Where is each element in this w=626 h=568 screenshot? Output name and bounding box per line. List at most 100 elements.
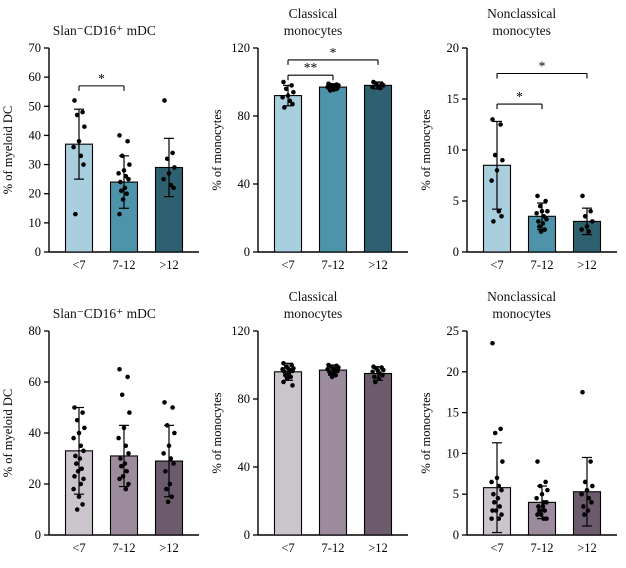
y-axis-label: % of monocytes xyxy=(210,109,224,190)
data-point xyxy=(167,171,172,176)
significance-label: * xyxy=(98,71,105,86)
data-point xyxy=(536,224,542,229)
data-point xyxy=(542,508,547,513)
data-point xyxy=(488,178,494,183)
data-point xyxy=(77,138,82,144)
data-point xyxy=(163,468,169,474)
data-point xyxy=(582,214,588,219)
data-point xyxy=(586,229,591,234)
data-point xyxy=(77,456,83,461)
y-tick-label: 10 xyxy=(446,446,459,460)
data-point xyxy=(71,435,77,441)
y-tick-label: 15 xyxy=(446,92,459,106)
data-point xyxy=(282,372,288,378)
bar xyxy=(363,84,393,253)
data-point xyxy=(581,512,587,517)
data-point xyxy=(286,371,292,376)
data-point xyxy=(335,368,340,374)
data-point xyxy=(380,372,385,378)
data-point xyxy=(489,508,495,513)
y-tick-label: 30 xyxy=(29,158,42,172)
data-point xyxy=(533,210,539,216)
data-point xyxy=(119,188,124,194)
chart-canvas: 0 10 20 30 40 50 60 70 % of myeloid DC <7 7-12 >12 * xyxy=(1,41,200,272)
data-point xyxy=(290,368,295,374)
data-point xyxy=(123,486,129,492)
y-tick-label: 50 xyxy=(29,99,42,113)
y-tick-label: 25 xyxy=(446,324,459,338)
data-point xyxy=(71,486,77,492)
data-point xyxy=(533,495,539,501)
y-tick-label: 0 xyxy=(35,245,41,259)
data-point xyxy=(329,374,335,380)
x-tick-label: <7 xyxy=(73,258,86,272)
y-axis-label: % of myeloid DC xyxy=(1,106,15,195)
data-point xyxy=(490,491,496,497)
y-tick-label: 0 xyxy=(244,528,250,542)
data-point xyxy=(117,211,123,217)
data-point xyxy=(497,122,503,127)
data-point xyxy=(166,499,171,505)
data-point xyxy=(161,451,167,456)
data-point xyxy=(499,157,505,163)
data-point xyxy=(117,476,123,482)
data-point xyxy=(117,366,123,372)
x-tick-label: <7 xyxy=(73,541,86,555)
significance-label: * xyxy=(538,59,545,74)
data-point xyxy=(333,372,338,378)
bar xyxy=(273,371,303,536)
data-point xyxy=(585,508,590,513)
data-point xyxy=(290,383,295,388)
data-point xyxy=(587,208,593,214)
y-tick-label: 15 xyxy=(446,406,459,420)
data-point xyxy=(77,494,82,500)
data-point xyxy=(82,425,88,431)
data-point xyxy=(496,483,501,489)
y-tick-label: 0 xyxy=(452,528,458,542)
data-point xyxy=(542,227,547,232)
y-tick-label: 120 xyxy=(231,324,250,338)
data-point xyxy=(494,168,499,173)
x-tick-label: 7-12 xyxy=(322,541,345,555)
data-point xyxy=(126,481,132,487)
data-point xyxy=(78,153,84,159)
data-point xyxy=(489,340,495,346)
data-point xyxy=(122,461,128,466)
data-point xyxy=(72,405,78,410)
data-point xyxy=(370,84,375,90)
data-point xyxy=(494,475,499,481)
x-tick-label: <7 xyxy=(490,541,503,555)
data-point xyxy=(125,374,131,380)
y-tick-label: 20 xyxy=(446,41,459,55)
data-point xyxy=(121,474,126,479)
data-point xyxy=(489,117,495,122)
data-point xyxy=(172,430,178,436)
data-point xyxy=(123,443,129,449)
data-point xyxy=(536,508,542,513)
data-point xyxy=(75,112,80,118)
y-tick-label: 80 xyxy=(237,109,250,123)
data-point xyxy=(331,87,337,92)
x-tick-label: >12 xyxy=(368,258,388,272)
data-point xyxy=(491,500,497,505)
data-point xyxy=(116,435,122,441)
data-point xyxy=(534,193,540,199)
data-point xyxy=(370,369,375,375)
data-point xyxy=(82,124,88,129)
data-point xyxy=(579,193,585,199)
y-axis-label: % of monocytes xyxy=(210,392,224,473)
y-tick-label: 80 xyxy=(29,324,42,338)
y-tick-label: 20 xyxy=(29,477,42,491)
y-tick-label: 5 xyxy=(452,487,458,501)
y-tick-label: 40 xyxy=(237,460,250,474)
bar xyxy=(318,369,348,536)
data-point xyxy=(120,392,125,398)
data-point xyxy=(117,133,123,138)
data-point xyxy=(171,461,177,466)
chart-title: Slan⁻CD16⁺ mDC xyxy=(52,23,156,39)
data-point xyxy=(161,176,167,182)
chart-canvas: 0 5 10 15 20 25 % of monocytes <7 7-12 >12 xyxy=(419,324,617,555)
chart-title: Nonclassical monocytes xyxy=(487,289,557,322)
data-point xyxy=(537,483,543,489)
